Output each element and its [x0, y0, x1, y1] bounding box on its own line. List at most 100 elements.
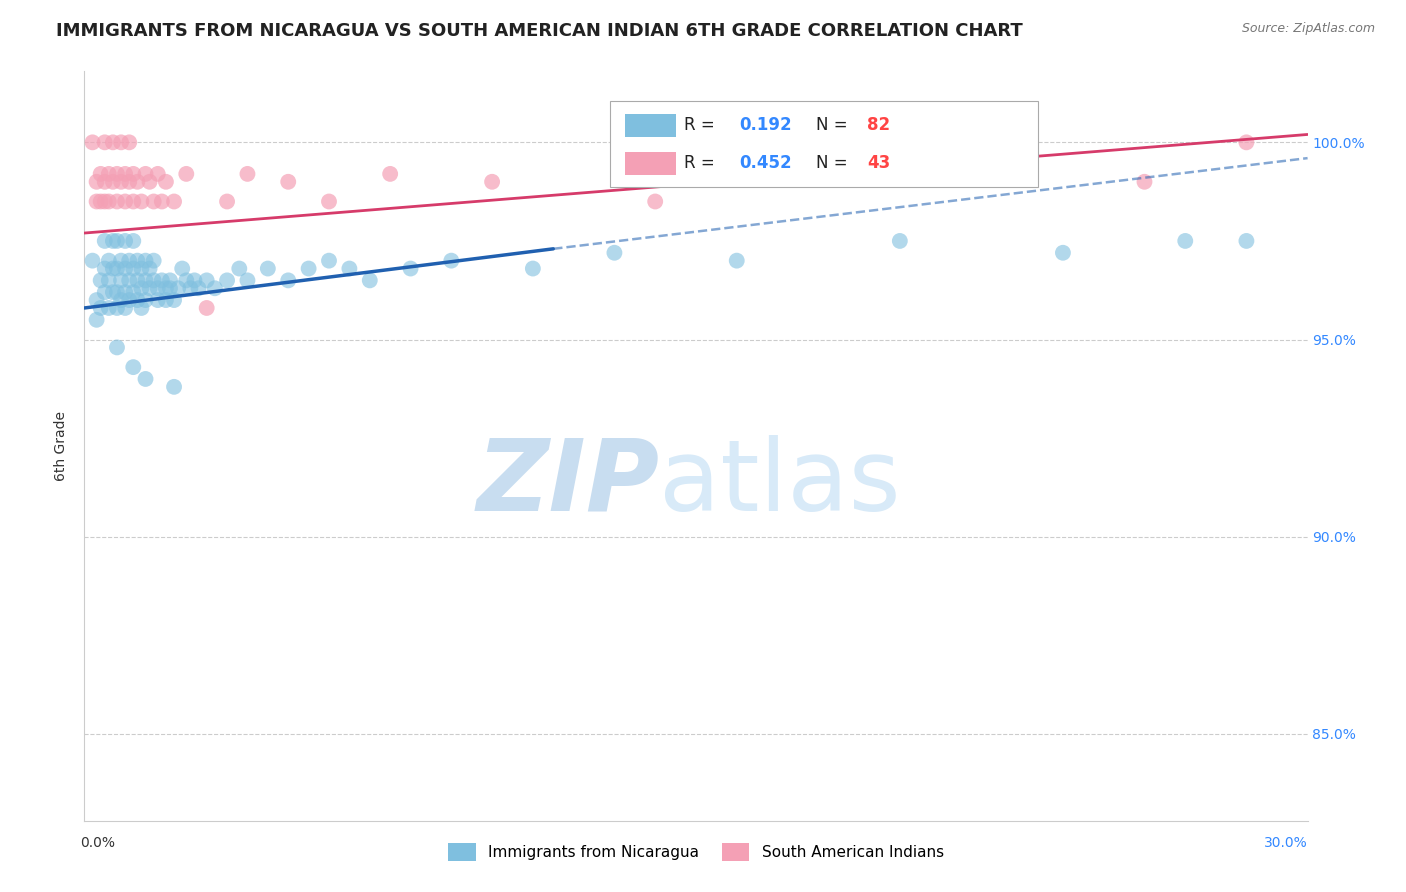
Point [1236, 136, 1258, 150]
Point [187, 281, 209, 295]
Text: 43: 43 [868, 154, 890, 172]
Text: 0.452: 0.452 [738, 154, 792, 172]
Point [122, 360, 145, 375]
Text: 30.0%: 30.0% [1264, 837, 1308, 850]
Point [135, 372, 157, 386]
Point [142, 253, 165, 268]
Text: 82: 82 [868, 117, 890, 135]
Point [110, 136, 132, 150]
Point [359, 273, 381, 287]
Point [101, 285, 124, 300]
Point [105, 261, 128, 276]
Point [155, 175, 177, 189]
Point [90, 194, 112, 209]
Point [522, 261, 544, 276]
Point [118, 253, 141, 268]
Point [127, 293, 149, 307]
Text: 0.192: 0.192 [738, 117, 792, 135]
Point [183, 273, 205, 287]
Point [93, 194, 115, 209]
Point [114, 194, 136, 209]
Point [110, 293, 132, 307]
Point [277, 175, 299, 189]
Point [122, 194, 145, 209]
Point [105, 301, 128, 315]
Point [150, 194, 173, 209]
Point [150, 273, 173, 287]
Point [110, 175, 132, 189]
Point [146, 281, 169, 295]
Point [277, 273, 299, 287]
Point [86, 293, 108, 307]
Point [138, 175, 160, 189]
Point [440, 253, 463, 268]
Point [195, 301, 218, 315]
Point [204, 281, 226, 295]
Point [142, 194, 165, 209]
Point [163, 293, 186, 307]
Point [127, 273, 149, 287]
Legend: Immigrants from Nicaragua, South American Indians: Immigrants from Nicaragua, South America… [441, 837, 950, 867]
Point [105, 194, 128, 209]
Text: ZIP: ZIP [477, 435, 659, 532]
Point [179, 281, 201, 295]
Point [399, 261, 422, 276]
Point [122, 285, 145, 300]
Point [644, 194, 666, 209]
Point [167, 281, 190, 295]
Point [105, 340, 128, 354]
Point [146, 167, 169, 181]
Point [889, 234, 911, 248]
Point [142, 273, 165, 287]
FancyBboxPatch shape [626, 114, 676, 136]
Point [174, 167, 197, 181]
Point [97, 194, 120, 209]
Point [122, 261, 145, 276]
Point [1174, 234, 1197, 248]
Point [86, 175, 108, 189]
Point [97, 301, 120, 315]
Point [127, 253, 149, 268]
Point [138, 261, 160, 276]
FancyBboxPatch shape [610, 102, 1039, 187]
Point [101, 136, 124, 150]
Point [131, 261, 153, 276]
Point [118, 175, 141, 189]
Point [318, 194, 340, 209]
Point [101, 261, 124, 276]
Point [131, 301, 153, 315]
Point [110, 253, 132, 268]
Point [97, 253, 120, 268]
Point [889, 167, 911, 181]
Point [114, 285, 136, 300]
Point [159, 281, 181, 295]
Point [101, 175, 124, 189]
Point [163, 380, 186, 394]
Point [1052, 245, 1074, 260]
Point [110, 273, 132, 287]
Point [135, 293, 157, 307]
Point [90, 301, 112, 315]
Point [159, 273, 181, 287]
Point [138, 281, 160, 295]
Point [195, 273, 218, 287]
Point [105, 234, 128, 248]
Point [236, 167, 259, 181]
Point [257, 261, 280, 276]
Point [146, 293, 169, 307]
Point [118, 293, 141, 307]
Text: N =: N = [815, 117, 848, 135]
Point [298, 261, 321, 276]
Point [172, 261, 194, 276]
Point [114, 261, 136, 276]
Text: N =: N = [815, 154, 848, 172]
Point [228, 261, 250, 276]
Point [318, 253, 340, 268]
Point [131, 281, 153, 295]
Point [217, 194, 239, 209]
FancyBboxPatch shape [626, 153, 676, 175]
Text: R =: R = [683, 117, 720, 135]
Point [135, 167, 157, 181]
Point [93, 136, 115, 150]
Point [155, 281, 177, 295]
